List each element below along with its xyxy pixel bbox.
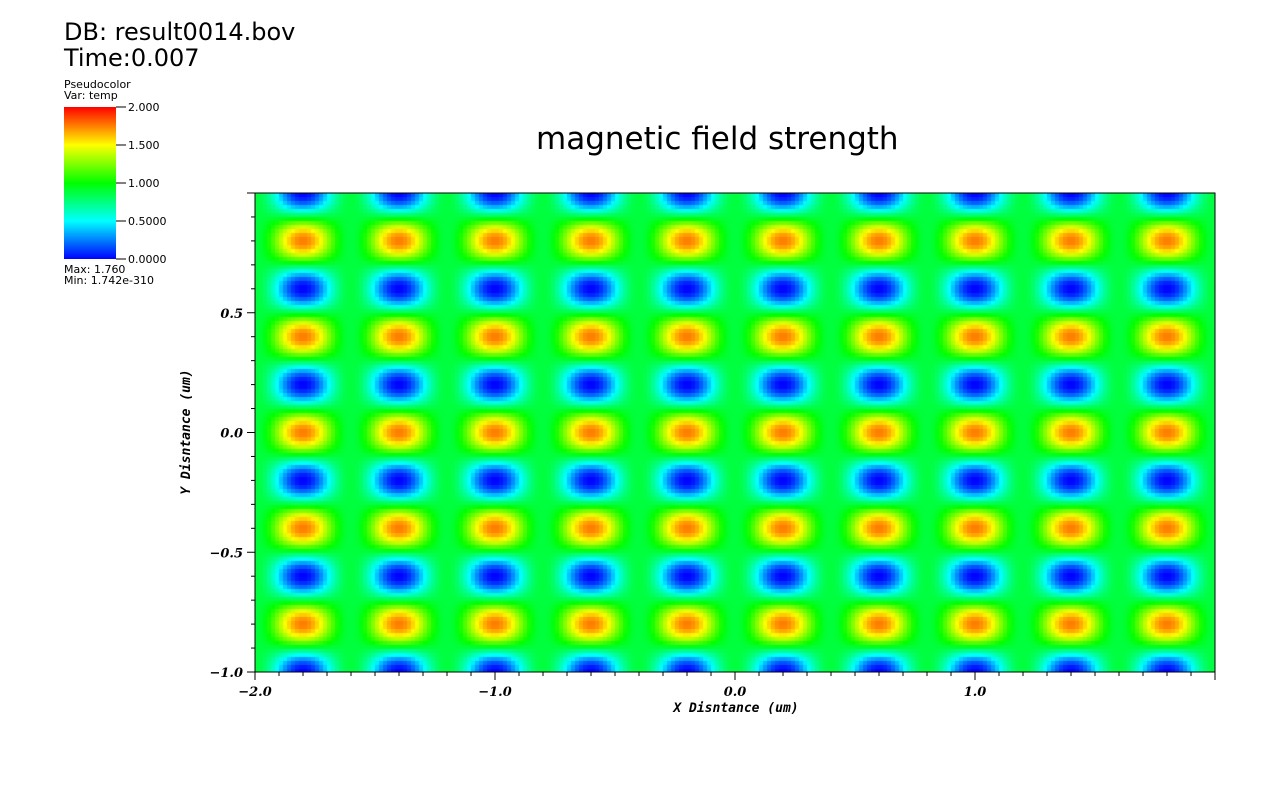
y-axis-label: Y Disntance (um) — [179, 369, 194, 494]
colorbar-tick-label: 2.000 — [128, 101, 160, 114]
database-name: DB: result0014.bov — [64, 18, 296, 46]
chart-title: magnetic field strength — [536, 121, 899, 157]
color-legend: 2.000 1.500 1.000 0.5000 0.0000 — [64, 101, 167, 266]
colorbar-tick-label: 1.000 — [128, 177, 160, 190]
legend-max: Max: 1.760 — [64, 263, 126, 276]
y-tick-label: −1.0 — [209, 666, 243, 681]
y-tick-label: 0.5 — [220, 307, 243, 322]
legend-variable: Var: temp — [64, 89, 118, 102]
colorbar-tick-label: 1.500 — [128, 139, 160, 152]
heatmap-image — [255, 193, 1215, 672]
x-axis-label: X Disntance (um) — [672, 701, 798, 716]
colorbar-tick-label: 0.0000 — [128, 253, 167, 266]
x-tick-label: −1.0 — [478, 685, 512, 700]
time-readout: Time:0.007 — [64, 44, 200, 72]
x-tick-label: −2.0 — [238, 685, 272, 700]
x-tick-label: 0.0 — [724, 685, 747, 700]
legend-plot-type: Pseudocolor — [64, 78, 131, 91]
y-tick-label: −0.5 — [209, 546, 243, 561]
colorbar-gradient — [64, 107, 116, 259]
x-tick-label: 1.0 — [964, 685, 987, 700]
legend-min: Min: 1.742e-310 — [64, 274, 154, 287]
colorbar-tick-label: 0.5000 — [128, 215, 167, 228]
y-tick-label: 0.0 — [220, 427, 243, 442]
